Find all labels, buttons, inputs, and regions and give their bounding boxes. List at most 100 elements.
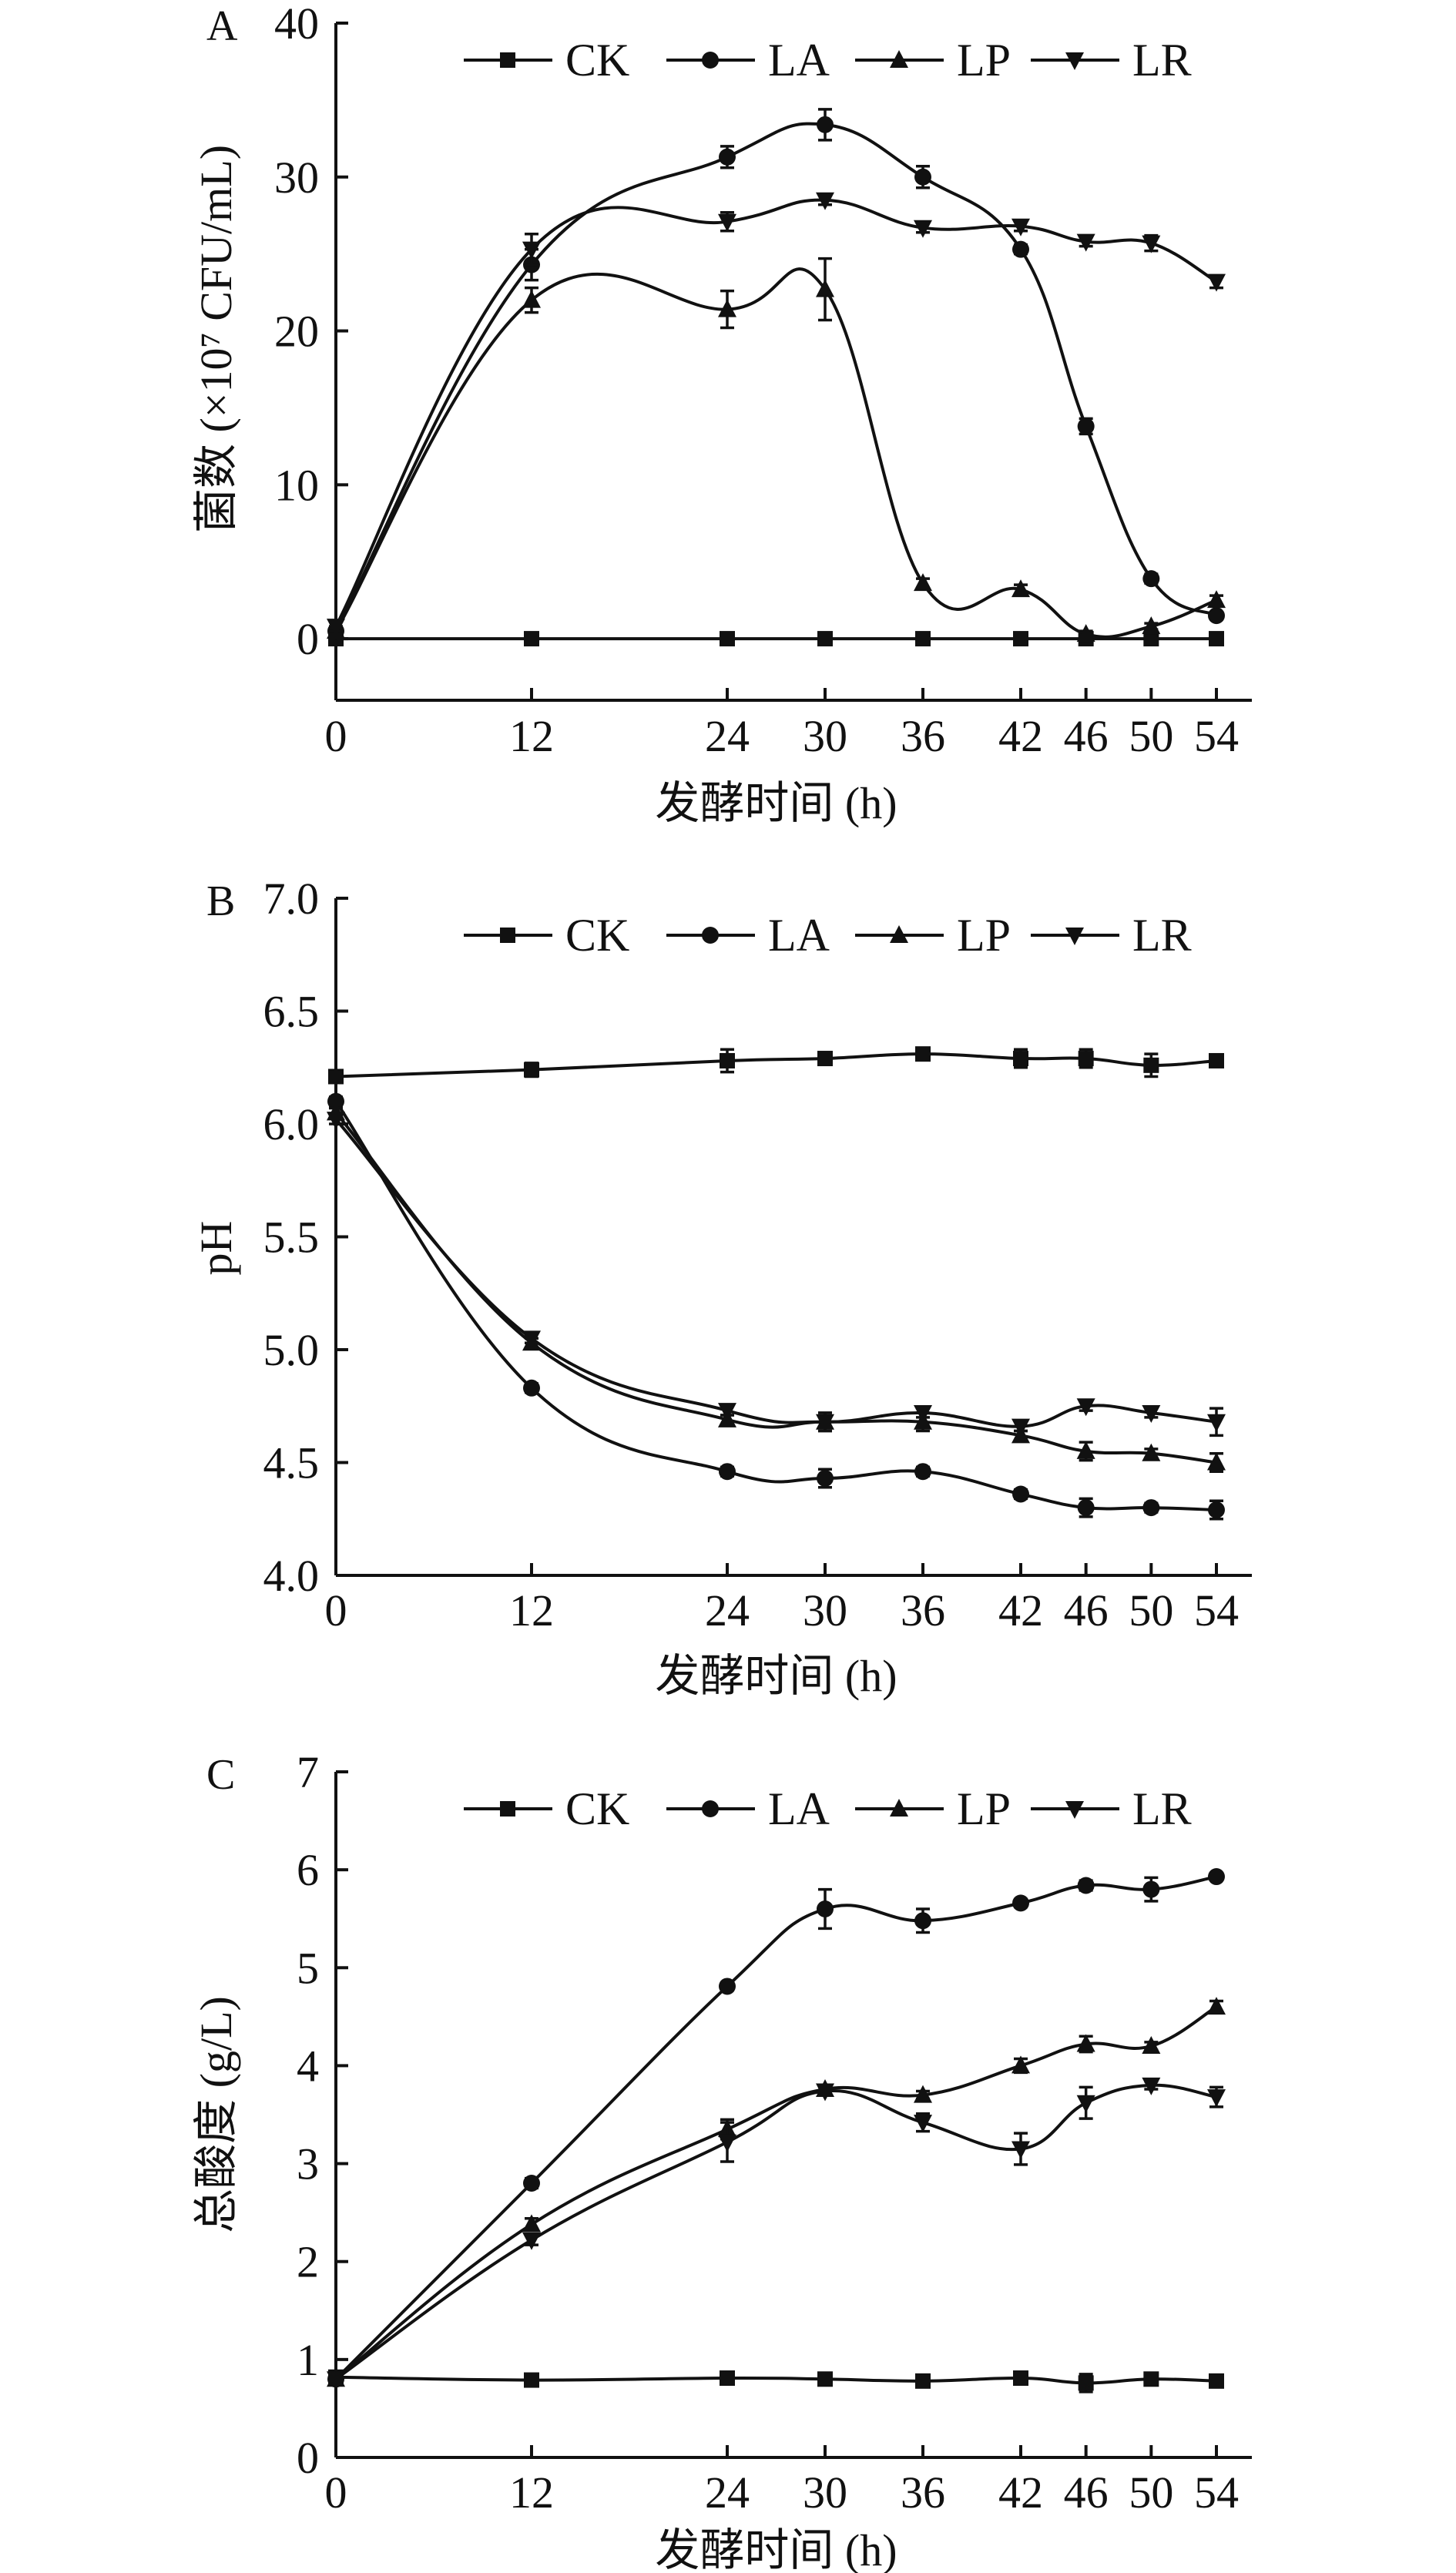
y-tick-label: 30 bbox=[274, 153, 319, 203]
y-tick-label: 0 bbox=[297, 614, 319, 664]
data-point-la bbox=[1142, 570, 1160, 588]
chart-panel-b: B 4.0 4.5 5.0 5.5 6.0 6.5 7.0 0 12 24 30 36 42 46 50 54 发… bbox=[191, 874, 1252, 1701]
data-point-lr bbox=[816, 192, 834, 210]
series-line-lr bbox=[334, 2083, 1217, 2380]
legend-marker-ck bbox=[500, 1801, 515, 1817]
x-tick-label: 46 bbox=[1064, 711, 1109, 761]
legend-label-ck: CK bbox=[565, 1783, 629, 1834]
x-tick-label: 50 bbox=[1129, 1585, 1173, 1635]
data-point-lp bbox=[718, 299, 736, 317]
y-axis-title: 总酸度 (g/L) bbox=[191, 1996, 241, 2233]
x-tick-label: 54 bbox=[1194, 711, 1239, 761]
x-tick-label: 0 bbox=[325, 2467, 347, 2518]
x-tick-label: 0 bbox=[325, 711, 347, 761]
data-point-ck bbox=[915, 631, 931, 647]
y-tick-label: 7.0 bbox=[263, 874, 320, 924]
data-point-lr bbox=[1142, 1405, 1161, 1424]
y-tick-label: 6.5 bbox=[263, 987, 320, 1037]
data-point-ck bbox=[1078, 2375, 1094, 2391]
legend: CK LA LP LR bbox=[464, 1783, 1192, 1834]
y-tick-label: 10 bbox=[274, 460, 319, 510]
data-point-la bbox=[1208, 1501, 1225, 1519]
data-point-lr bbox=[718, 2134, 736, 2152]
series-line-lp bbox=[334, 267, 1217, 639]
legend-label-lp: LP bbox=[957, 910, 1011, 961]
data-point-ck bbox=[817, 2371, 833, 2387]
data-point-la bbox=[523, 2175, 540, 2192]
y-tick-label: 6.0 bbox=[263, 1099, 320, 1149]
y-tick-label: 1 bbox=[297, 2335, 319, 2385]
legend-marker-lr bbox=[1065, 928, 1084, 945]
series-ck bbox=[328, 1046, 1224, 1085]
data-point-lp bbox=[1011, 579, 1030, 598]
data-point-ck bbox=[524, 631, 539, 647]
series-line-la bbox=[334, 122, 1217, 632]
data-point-la bbox=[1142, 1880, 1160, 1898]
data-point-lr bbox=[1207, 2089, 1226, 2108]
data-point-ck bbox=[720, 1052, 735, 1068]
y-tick-label: 4.0 bbox=[263, 1551, 320, 1601]
legend-marker-lp bbox=[890, 50, 908, 68]
legend-label-ck: CK bbox=[565, 35, 629, 86]
data-point-lr bbox=[718, 1403, 736, 1421]
data-point-la bbox=[914, 168, 931, 186]
legend-marker-la bbox=[702, 1800, 719, 1817]
data-point-la bbox=[719, 1463, 736, 1481]
data-point-lp bbox=[1076, 624, 1095, 642]
data-point-ck bbox=[720, 2370, 735, 2387]
y-tick-label: 5.5 bbox=[263, 1213, 320, 1263]
data-point-lr bbox=[914, 2115, 932, 2133]
data-point-lr bbox=[1142, 2077, 1161, 2095]
series-lp bbox=[327, 1102, 1226, 1473]
x-tick-label: 46 bbox=[1064, 2467, 1109, 2518]
data-point-lp bbox=[1076, 1441, 1095, 1459]
data-point-lr bbox=[1207, 273, 1226, 292]
legend-marker-lr bbox=[1065, 52, 1084, 70]
data-point-ck bbox=[1013, 2370, 1028, 2387]
data-point-la bbox=[1012, 1894, 1029, 1912]
data-point-la bbox=[1012, 1485, 1029, 1503]
legend-label-la: LA bbox=[768, 1783, 830, 1834]
data-point-lr bbox=[816, 2083, 834, 2102]
x-tick-label: 24 bbox=[705, 2467, 750, 2518]
x-tick-label: 30 bbox=[803, 1585, 847, 1635]
data-point-ck bbox=[1143, 1057, 1159, 1073]
y-tick-label: 20 bbox=[274, 307, 319, 357]
data-point-la bbox=[1012, 240, 1029, 258]
legend-label-lr: LR bbox=[1132, 910, 1192, 961]
y-tick-label: 40 bbox=[274, 0, 319, 49]
series-line-la bbox=[334, 1875, 1217, 2380]
data-point-lp bbox=[914, 573, 932, 592]
data-point-ck bbox=[328, 1068, 344, 1085]
x-tick-label: 36 bbox=[901, 1585, 945, 1635]
x-tick-label: 0 bbox=[325, 1585, 347, 1635]
panel-label: A bbox=[206, 2, 238, 50]
data-point-lr bbox=[1011, 218, 1030, 237]
y-tick-label: 6 bbox=[297, 1845, 319, 1895]
data-point-ck bbox=[817, 1051, 833, 1067]
data-point-lr bbox=[327, 619, 345, 637]
x-tick-label: 24 bbox=[705, 1585, 750, 1635]
data-point-lr bbox=[816, 1414, 834, 1432]
data-point-la bbox=[1208, 1868, 1225, 1886]
data-point-ck bbox=[524, 2372, 539, 2388]
data-point-lr bbox=[1142, 235, 1161, 253]
x-axis-title: 发酵时间 (h) bbox=[655, 778, 897, 828]
chart-panel-a: A 0 10 20 30 40 0 12 24 30 36 42 46 50 54 发酵时间 (h) 菌数 (×… bbox=[191, 0, 1252, 828]
series-lp bbox=[327, 1997, 1226, 2387]
x-tick-label: 36 bbox=[901, 711, 945, 761]
data-point-la bbox=[719, 148, 736, 166]
x-tick-label: 42 bbox=[998, 1585, 1043, 1635]
panel-label: B bbox=[206, 877, 235, 925]
x-tick-label: 30 bbox=[803, 711, 847, 761]
series-line-lr bbox=[334, 1118, 1217, 1428]
data-point-ck bbox=[524, 1062, 539, 1078]
data-point-la bbox=[817, 1470, 834, 1488]
x-tick-label: 46 bbox=[1064, 1585, 1109, 1635]
y-tick-label: 5.0 bbox=[263, 1325, 320, 1375]
legend-marker-lp bbox=[890, 925, 908, 943]
data-point-lr bbox=[522, 1330, 541, 1349]
legend-label-ck: CK bbox=[565, 910, 629, 961]
legend-label-lp: LP bbox=[957, 1783, 1011, 1834]
